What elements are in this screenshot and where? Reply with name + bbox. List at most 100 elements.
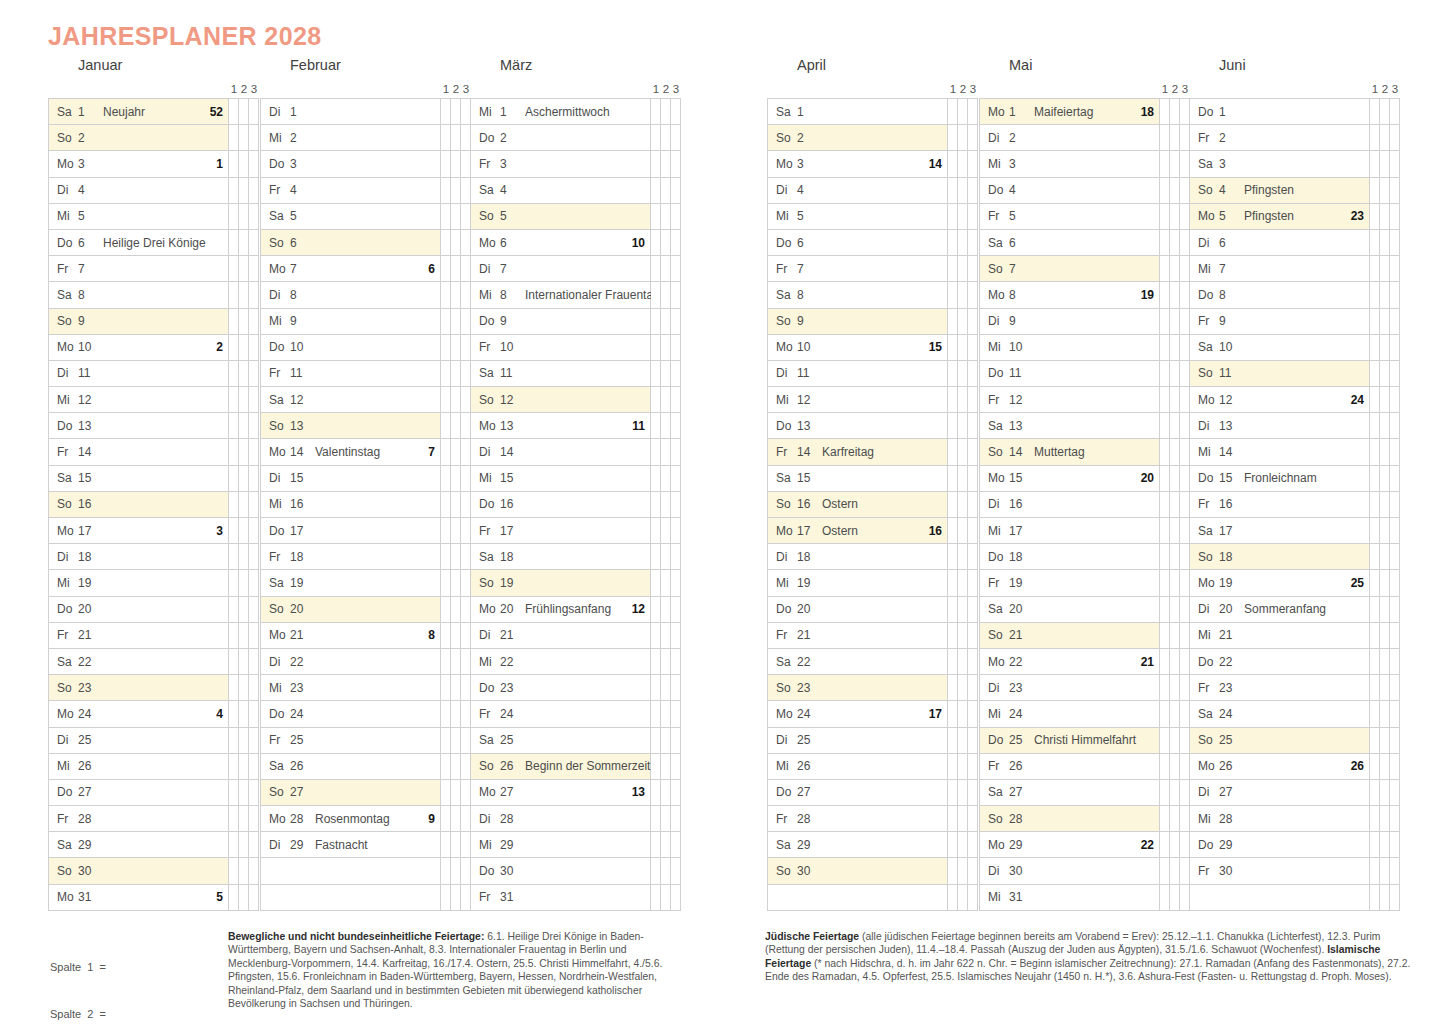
day-abbrev: Mo bbox=[776, 340, 797, 354]
day-number: 20 bbox=[797, 602, 822, 616]
narrow-col-3 bbox=[1390, 439, 1400, 464]
narrow-col-2 bbox=[1170, 885, 1180, 910]
day-abbrev: Di bbox=[57, 366, 78, 380]
day-row: Do27 bbox=[48, 780, 259, 806]
day-row: Do20 bbox=[767, 597, 978, 623]
day-row: Fr11 bbox=[260, 361, 471, 387]
day-abbrev: Sa bbox=[57, 838, 78, 852]
narrow-col-3 bbox=[1390, 780, 1400, 805]
day-abbrev: Mo bbox=[1198, 759, 1219, 773]
day-row: Mi19 bbox=[48, 570, 259, 596]
day-abbrev: Fr bbox=[269, 366, 290, 380]
day-number: 29 bbox=[1009, 838, 1034, 852]
narrow-col-1 bbox=[948, 754, 958, 779]
narrow-col-2 bbox=[451, 623, 461, 648]
narrow-col-3 bbox=[249, 439, 259, 464]
day-cell: Sa10 bbox=[1189, 335, 1370, 360]
narrow-col-2 bbox=[661, 623, 671, 648]
day-row: Do16 bbox=[470, 492, 681, 518]
narrow-col-3 bbox=[968, 806, 978, 831]
narrow-col-3 bbox=[671, 125, 681, 150]
narrow-col-3 bbox=[671, 335, 681, 360]
narrow-col-1 bbox=[651, 544, 661, 569]
day-number: 18 bbox=[1009, 550, 1034, 564]
day-row: Sa27 bbox=[979, 780, 1190, 806]
narrow-col-1 bbox=[1370, 361, 1380, 386]
week-number: 14 bbox=[929, 157, 947, 171]
narrow-col-3 bbox=[671, 178, 681, 203]
narrow-col-2 bbox=[958, 99, 968, 124]
narrow-col-3 bbox=[249, 728, 259, 753]
narrow-col-2 bbox=[1380, 178, 1390, 203]
day-cell: Di16 bbox=[979, 492, 1160, 517]
narrow-col-3 bbox=[249, 125, 259, 150]
day-number: 14 bbox=[78, 445, 103, 459]
column-header-digit-2: 2 bbox=[1170, 83, 1180, 95]
day-cell: Sa24 bbox=[1189, 701, 1370, 726]
narrow-col-2 bbox=[1380, 309, 1390, 334]
day-number: 30 bbox=[78, 864, 103, 878]
day-cell: Di2 bbox=[979, 125, 1160, 150]
narrow-col-1 bbox=[1160, 125, 1170, 150]
day-row: Di22 bbox=[260, 649, 471, 675]
narrow-col-2 bbox=[1380, 544, 1390, 569]
day-number: 1 bbox=[1219, 105, 1244, 119]
day-abbrev: Sa bbox=[776, 838, 797, 852]
narrow-col-1 bbox=[1370, 518, 1380, 543]
narrow-col-2 bbox=[1170, 230, 1180, 255]
day-abbrev: Mi bbox=[776, 759, 797, 773]
day-number: 3 bbox=[1009, 157, 1034, 171]
day-row: Sa8 bbox=[48, 282, 259, 308]
day-abbrev: Mi bbox=[269, 497, 290, 511]
narrow-col-3 bbox=[249, 466, 259, 491]
narrow-col-2 bbox=[451, 701, 461, 726]
narrow-col-2 bbox=[661, 178, 671, 203]
narrow-col-1 bbox=[1160, 806, 1170, 831]
narrow-col-1 bbox=[1370, 204, 1380, 229]
narrow-col-3 bbox=[249, 151, 259, 176]
column-header-digit-1: 1 bbox=[441, 83, 451, 95]
narrow-col-2 bbox=[1170, 675, 1180, 700]
narrow-col-2 bbox=[958, 492, 968, 517]
holiday-label: Rosenmontag bbox=[315, 812, 428, 826]
day-number: 27 bbox=[1009, 785, 1034, 799]
narrow-col-2 bbox=[958, 335, 968, 360]
narrow-col-3 bbox=[968, 178, 978, 203]
narrow-col-1 bbox=[948, 570, 958, 595]
day-abbrev: Mi bbox=[57, 759, 78, 773]
day-number: 10 bbox=[1219, 340, 1244, 354]
narrow-col-1 bbox=[1160, 361, 1170, 386]
narrow-col-2 bbox=[451, 99, 461, 124]
month-name: April bbox=[797, 56, 978, 74]
narrow-col-1 bbox=[229, 178, 239, 203]
day-row: Di11 bbox=[48, 361, 259, 387]
day-cell: So23 bbox=[48, 675, 229, 700]
holiday-label: Karfreitag bbox=[822, 445, 942, 459]
day-cell: So21 bbox=[979, 623, 1160, 648]
day-row: Mi7 bbox=[1189, 256, 1400, 282]
day-cell: Do18 bbox=[979, 544, 1160, 569]
day-abbrev: So bbox=[269, 602, 290, 616]
narrow-col-2 bbox=[239, 832, 249, 857]
narrow-col-2 bbox=[958, 649, 968, 674]
day-number: 26 bbox=[797, 759, 822, 773]
week-number: 25 bbox=[1351, 576, 1369, 590]
narrow-col-2 bbox=[1380, 754, 1390, 779]
day-abbrev: Di bbox=[776, 733, 797, 747]
narrow-col-1 bbox=[441, 728, 451, 753]
day-number: 12 bbox=[797, 393, 822, 407]
day-abbrev: Sa bbox=[776, 655, 797, 669]
narrow-col-3 bbox=[671, 282, 681, 307]
narrow-col-3 bbox=[671, 754, 681, 779]
day-abbrev: So bbox=[57, 131, 78, 145]
day-row: Do1 bbox=[1189, 99, 1400, 125]
day-abbrev: Mi bbox=[479, 105, 500, 119]
day-number: 16 bbox=[78, 497, 103, 511]
day-cell: Do4 bbox=[979, 178, 1160, 203]
day-abbrev: Di bbox=[1198, 236, 1219, 250]
day-number: 4 bbox=[1009, 183, 1034, 197]
day-row: Fr12 bbox=[979, 387, 1190, 413]
narrow-col-1 bbox=[948, 780, 958, 805]
day-cell: Di11 bbox=[767, 361, 948, 386]
narrow-col-2 bbox=[451, 518, 461, 543]
